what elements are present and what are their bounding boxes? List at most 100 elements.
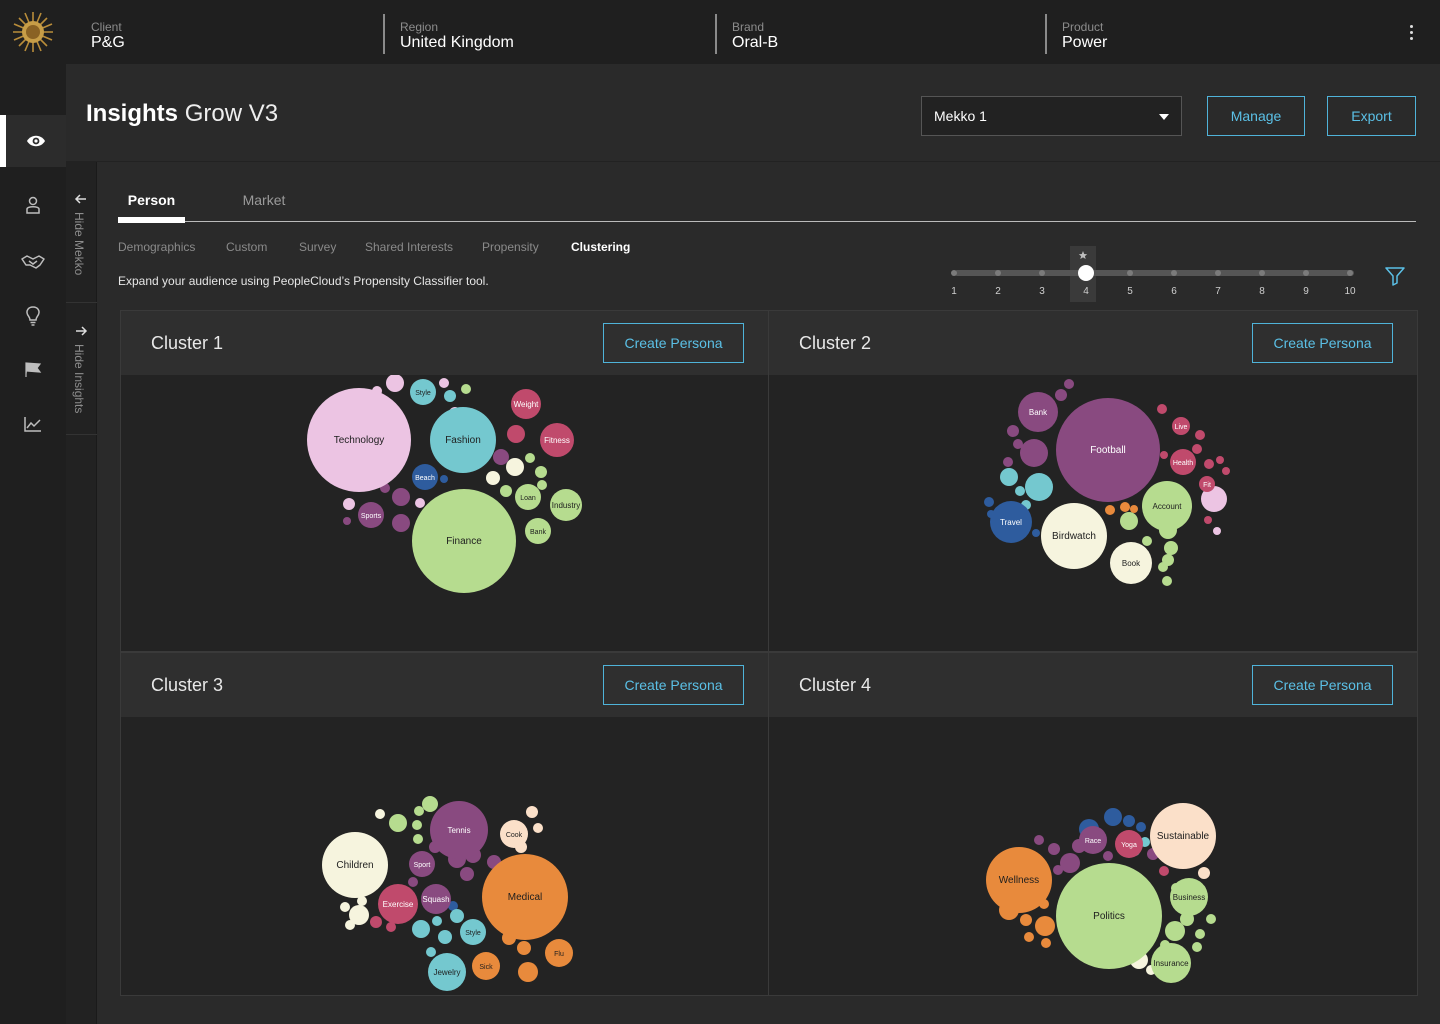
bubble-dot[interactable] xyxy=(1120,502,1130,512)
bubble-circle[interactable] xyxy=(511,389,541,419)
bubble[interactable]: Birdwatch xyxy=(1041,503,1107,569)
context-region[interactable]: Region United Kingdom xyxy=(383,14,514,54)
manage-button[interactable]: Manage xyxy=(1207,96,1305,136)
tab-market[interactable]: Market xyxy=(242,192,286,208)
bubble-circle[interactable] xyxy=(515,484,541,510)
bubble-dot[interactable] xyxy=(533,823,543,833)
bubble-circle[interactable] xyxy=(1172,417,1190,435)
more-options-icon[interactable] xyxy=(1402,20,1420,44)
bubble-dot[interactable] xyxy=(432,916,442,926)
bubble[interactable]: Technology xyxy=(307,388,411,492)
slider-tick[interactable] xyxy=(995,270,1001,276)
nav-persona[interactable] xyxy=(0,179,66,231)
bubble-circle[interactable] xyxy=(430,801,488,859)
bubble[interactable]: Yoga xyxy=(1115,830,1143,858)
bubble-circle[interactable] xyxy=(412,464,438,490)
slider-track[interactable] xyxy=(954,270,1354,276)
bubble[interactable]: Medical xyxy=(482,854,568,940)
bubble-circle[interactable] xyxy=(358,502,384,528)
bubble-dot[interactable] xyxy=(412,820,422,830)
bubble-circle[interactable] xyxy=(1170,878,1208,916)
bubble-circle[interactable] xyxy=(421,884,451,914)
bubble-dot[interactable] xyxy=(1032,529,1040,537)
bubble-dot[interactable] xyxy=(1165,921,1185,941)
bubble-dot[interactable] xyxy=(426,947,436,957)
bubble-dot[interactable] xyxy=(386,375,404,392)
bubble-circle[interactable] xyxy=(1115,830,1143,858)
bubble[interactable]: Fitness xyxy=(540,423,574,457)
bubble-dot[interactable] xyxy=(389,814,407,832)
bubble-dot[interactable] xyxy=(1160,451,1168,459)
bubble[interactable]: Insurance xyxy=(1151,943,1191,983)
bubble-dot[interactable] xyxy=(444,390,456,402)
bubble-dot[interactable] xyxy=(1025,473,1053,501)
bubble-dot[interactable] xyxy=(1195,430,1205,440)
bubble-dot[interactable] xyxy=(1104,808,1122,826)
bubble-dot[interactable] xyxy=(412,920,430,938)
bubble-dot[interactable] xyxy=(1142,536,1152,546)
bubble[interactable]: Politics xyxy=(1056,863,1162,969)
bubble-dot[interactable] xyxy=(413,834,423,844)
bubble-dot[interactable] xyxy=(535,466,547,478)
bubble-dot[interactable] xyxy=(1192,942,1202,952)
bubble-dot[interactable] xyxy=(1157,404,1167,414)
bubble-circle[interactable] xyxy=(1199,476,1215,492)
bubble-circle[interactable] xyxy=(482,854,568,940)
bubble-dot[interactable] xyxy=(1204,459,1214,469)
bubble[interactable]: Football xyxy=(1056,398,1160,502)
subtab-clustering[interactable]: Clustering xyxy=(571,240,631,254)
bubble-dot[interactable] xyxy=(386,922,396,932)
bubble[interactable]: Bank xyxy=(1018,392,1058,432)
bubble-circle[interactable] xyxy=(1110,542,1152,584)
bubble-circle[interactable] xyxy=(1018,392,1058,432)
bubble[interactable]: Book xyxy=(1110,542,1152,584)
bubble-dot[interactable] xyxy=(1164,541,1178,555)
bubble-dot[interactable] xyxy=(439,378,449,388)
bubble-dot[interactable] xyxy=(500,485,512,497)
bubble-dot[interactable] xyxy=(461,384,471,394)
tab-person[interactable]: Person xyxy=(118,186,185,223)
bubble-dot[interactable] xyxy=(343,498,355,510)
bubble-dot[interactable] xyxy=(1105,505,1115,515)
bubble-dot[interactable] xyxy=(1003,457,1013,467)
bubble-dot[interactable] xyxy=(1048,843,1060,855)
bubble-dot[interactable] xyxy=(1060,853,1080,873)
bubble-dot[interactable] xyxy=(450,909,464,923)
bubble-dot[interactable] xyxy=(370,916,382,928)
bubble-dot[interactable] xyxy=(1195,929,1205,939)
bubble-dot[interactable] xyxy=(537,480,547,490)
bubble-dot[interactable] xyxy=(1053,865,1063,875)
bubble-dot[interactable] xyxy=(1162,576,1172,586)
bubble-dot[interactable] xyxy=(1213,527,1221,535)
bubble[interactable]: Loan xyxy=(515,484,541,510)
bubble-circle[interactable] xyxy=(525,518,551,544)
bubble[interactable]: Flu xyxy=(545,939,573,967)
bubble-circle[interactable] xyxy=(500,820,528,848)
bubble-circle[interactable] xyxy=(322,832,388,898)
bubble-dot[interactable] xyxy=(448,901,458,911)
bubble-dot[interactable] xyxy=(392,488,410,506)
slider-knob[interactable] xyxy=(1078,265,1094,281)
bubble[interactable]: Industry xyxy=(550,489,582,521)
bubble-dot[interactable] xyxy=(1055,389,1067,401)
bubble[interactable]: Tennis xyxy=(430,801,488,859)
bubble-circle[interactable] xyxy=(409,851,435,877)
bubble[interactable]: Travel xyxy=(990,501,1032,543)
slider-tick[interactable] xyxy=(1039,270,1045,276)
brand-logo[interactable] xyxy=(0,0,66,64)
bubble-dot[interactable] xyxy=(1222,467,1230,475)
bubble-dot[interactable] xyxy=(1204,516,1212,524)
bubble-circle[interactable] xyxy=(410,379,436,405)
context-brand[interactable]: Brand Oral-B xyxy=(715,14,778,54)
bubble[interactable]: Sick xyxy=(472,952,500,980)
bubble[interactable]: Beach xyxy=(412,464,438,490)
bubble-dot[interactable] xyxy=(525,453,535,463)
bubble-circle[interactable] xyxy=(378,884,418,924)
bubble-dot[interactable] xyxy=(357,896,367,906)
bubble-circle[interactable] xyxy=(1056,863,1162,969)
nav-ideas[interactable] xyxy=(0,290,66,342)
bubble-dot[interactable] xyxy=(392,514,410,532)
bubble-dot[interactable] xyxy=(486,471,500,485)
bubble[interactable]: Account xyxy=(1142,481,1192,531)
bubble-circle[interactable] xyxy=(1041,503,1107,569)
